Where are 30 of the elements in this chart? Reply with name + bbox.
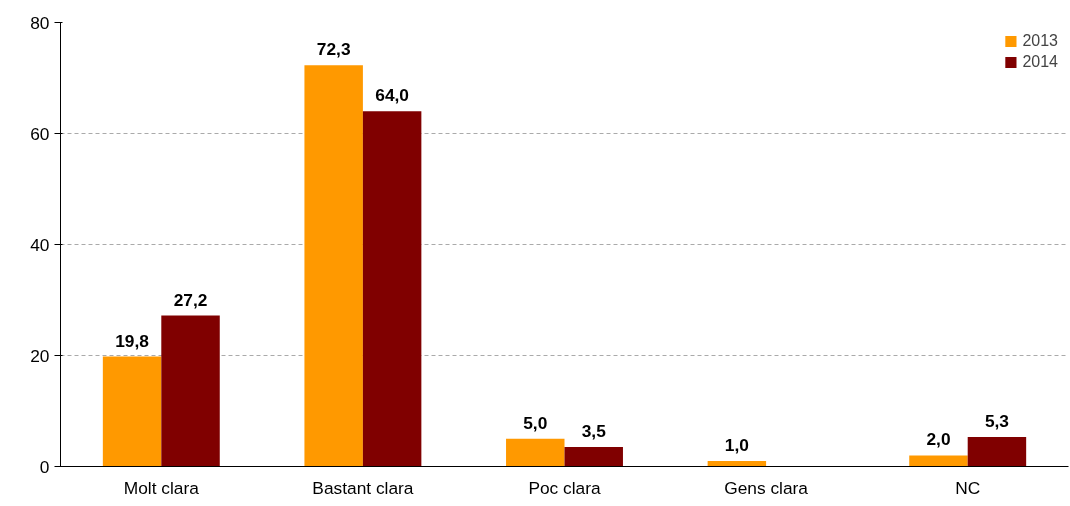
y-tick-label: 60 <box>30 123 50 144</box>
y-tick-label: 80 <box>30 12 50 33</box>
bar <box>102 356 162 467</box>
data-label: 5,3 <box>984 411 1010 432</box>
x-tick-label: Poc clara <box>528 477 601 498</box>
bar <box>506 438 565 467</box>
data-label: 3,5 <box>581 421 607 442</box>
bar <box>564 447 623 467</box>
bar <box>362 111 422 467</box>
y-tick-label: 20 <box>30 345 50 366</box>
data-label: 19,8 <box>115 330 150 351</box>
bar <box>161 315 220 467</box>
data-label: 27,2 <box>173 289 208 310</box>
bar <box>304 65 363 467</box>
data-label: 5,0 <box>523 412 548 433</box>
data-label: 64,0 <box>375 85 409 106</box>
x-tick-label: Molt clara <box>123 477 200 498</box>
y-tick-label: 40 <box>30 234 50 255</box>
data-label: 1,0 <box>724 434 749 455</box>
y-tick-label: 0 <box>39 456 50 477</box>
x-tick-label: Gens clara <box>724 477 809 498</box>
data-label: 2,0 <box>926 429 951 450</box>
x-tick-label: Bastant clara <box>312 477 414 498</box>
bar <box>909 455 968 467</box>
legend-label: 2013 <box>1022 32 1058 50</box>
bar <box>707 460 767 467</box>
data-label: 72,3 <box>316 39 351 60</box>
bar <box>967 437 1027 467</box>
legend-label: 2014 <box>1022 53 1058 71</box>
x-tick-label: NC <box>955 477 981 498</box>
